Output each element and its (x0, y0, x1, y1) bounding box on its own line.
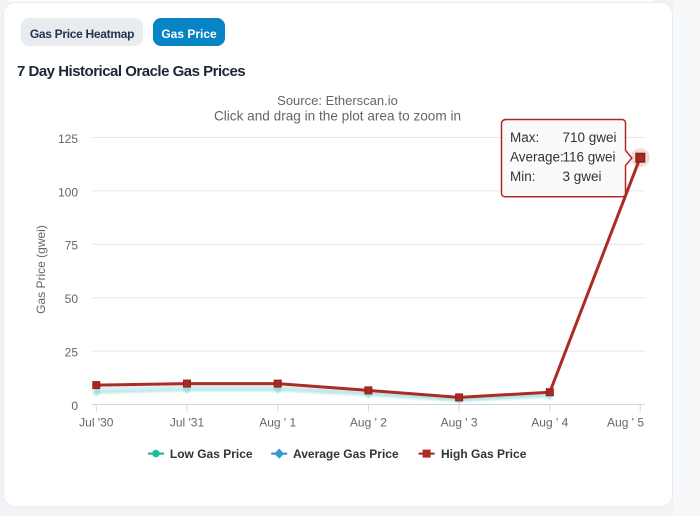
svg-text:75: 75 (65, 239, 79, 253)
svg-text:Source: Etherscan.io: Source: Etherscan.io (277, 93, 398, 108)
svg-text:Average Gas Price: Average Gas Price (293, 447, 399, 461)
svg-text:116 gwei: 116 gwei (563, 150, 616, 165)
svg-text:50: 50 (65, 292, 79, 306)
svg-text:Low Gas Price: Low Gas Price (170, 447, 253, 461)
svg-text:100: 100 (58, 185, 78, 199)
svg-text:Click and drag in the plot are: Click and drag in the plot area to zoom … (214, 108, 461, 123)
svg-text:Aug ' 2: Aug ' 2 (350, 415, 387, 429)
svg-text:High Gas Price: High Gas Price (441, 447, 527, 461)
svg-text:25: 25 (65, 346, 79, 360)
svg-text:Average:: Average: (510, 150, 564, 165)
svg-text:Jul '31: Jul '31 (170, 415, 205, 429)
svg-text:Gas Price (gwei): Gas Price (gwei) (34, 225, 48, 314)
svg-text:Aug ' 3: Aug ' 3 (441, 415, 478, 429)
svg-text:Aug ' 4: Aug ' 4 (531, 415, 568, 429)
svg-text:Max:: Max: (510, 130, 539, 145)
svg-text:0: 0 (71, 399, 78, 413)
svg-text:Aug ' 1: Aug ' 1 (259, 415, 296, 429)
svg-text:710 gwei: 710 gwei (563, 130, 617, 145)
svg-text:Min:: Min: (510, 169, 536, 184)
svg-text:Jul '30: Jul '30 (79, 415, 114, 429)
svg-text:3 gwei: 3 gwei (563, 169, 602, 184)
svg-text:125: 125 (58, 132, 78, 146)
svg-text:Aug ' 5: Aug ' 5 (607, 415, 644, 429)
